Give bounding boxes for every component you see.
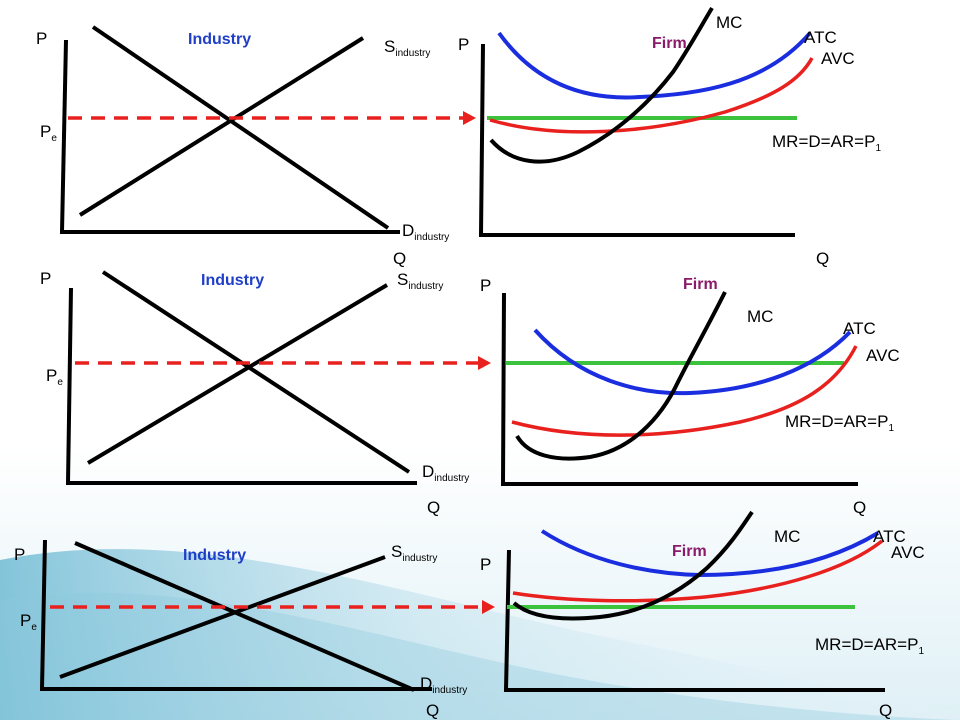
demand-label: Dindustry (422, 462, 469, 484)
mc-label: MC (716, 13, 742, 32)
atc-curve (533, 328, 852, 396)
supply-label: Sindustry (391, 542, 437, 564)
avc-curve (489, 57, 814, 134)
equilibrium-price-label: Pe (40, 122, 57, 144)
industry-panel-3: P Q Industry Sindustry Dindustry Pe (14, 539, 467, 720)
atc-label: ATC (873, 527, 906, 546)
industry-p-axis-label: P (36, 29, 47, 48)
firm-q-axis-label: Q (879, 701, 892, 720)
industry-q-axis-label: Q (393, 249, 406, 268)
atc-curve (497, 31, 812, 100)
industry-title: Industry (188, 31, 251, 48)
industry-p-axis-label: P (14, 545, 25, 564)
demand-label: Dindustry (420, 674, 467, 696)
industry-q-axis-label: Q (426, 701, 439, 720)
supply-label: Sindustry (384, 37, 430, 59)
firm-p-axis-label: P (480, 276, 491, 295)
industry-title: Industry (201, 272, 264, 289)
supply-curve (78, 36, 365, 217)
firm-q-axis-label: Q (816, 249, 829, 268)
industry-axes-1 (59, 39, 400, 234)
supply-curve (59, 555, 386, 679)
arrowhead-2 (478, 356, 491, 370)
industry-q-axis-label: Q (427, 498, 440, 517)
mc-curve (515, 291, 727, 461)
avc-curve (512, 539, 884, 603)
background-wave (0, 549, 960, 720)
firm-axes-1 (478, 43, 795, 237)
equilibrium-price-label: Pe (46, 366, 63, 388)
industry-title: Industry (183, 547, 246, 564)
avc-label: AVC (891, 543, 925, 562)
firm-panel-1: P Q Firm MC ATC AVC MR=D=AR=P1 (458, 6, 881, 268)
demand-curve (74, 541, 415, 692)
demand-label: Dindustry (402, 221, 449, 243)
firm-p-axis-label: P (480, 555, 491, 574)
mc-curve (489, 6, 714, 164)
mr-label: MR=D=AR=P1 (772, 132, 881, 154)
mc-curve (512, 510, 754, 621)
industry-p-axis-label: P (40, 269, 51, 288)
firm-panel-2: P Q Firm MC ATC AVC MR=D=AR=P1 (480, 276, 900, 517)
atc-label: ATC (843, 319, 876, 338)
industry-panel-2: P Q Industry Sindustry Dindustry Pe (40, 269, 469, 517)
mc-label: MC (747, 307, 773, 326)
industry-axes-3 (39, 539, 432, 691)
firm-axes-3 (503, 549, 885, 692)
atc-label: ATC (804, 28, 837, 47)
demand-curve (101, 270, 411, 474)
avc-label: AVC (866, 346, 900, 365)
firm-p-axis-label: P (458, 35, 469, 54)
firm-title: Firm (683, 276, 718, 293)
firm-axes-2 (500, 292, 858, 486)
avc-curve (511, 345, 858, 437)
avc-label: AVC (821, 49, 855, 68)
mr-label: MR=D=AR=P1 (815, 635, 924, 657)
arrowhead-1 (463, 111, 476, 125)
mc-label: MC (774, 527, 800, 546)
firm-q-axis-label: Q (853, 498, 866, 517)
supply-curve (86, 283, 389, 465)
industry-axes-2 (65, 287, 417, 485)
firm-panel-3: P Q Firm MC ATC AVC MR=D=AR=P1 (480, 510, 925, 720)
demand-curve (91, 25, 390, 230)
arrowhead-3 (482, 600, 495, 614)
equilibrium-price-label: Pe (20, 611, 37, 633)
mr-label: MR=D=AR=P1 (785, 412, 894, 434)
firm-title: Firm (652, 35, 687, 52)
supply-label: Sindustry (397, 270, 443, 292)
industry-panel-1: P Q Industry Sindustry Dindustry Pe (36, 25, 449, 268)
firm-title: Firm (672, 543, 707, 560)
